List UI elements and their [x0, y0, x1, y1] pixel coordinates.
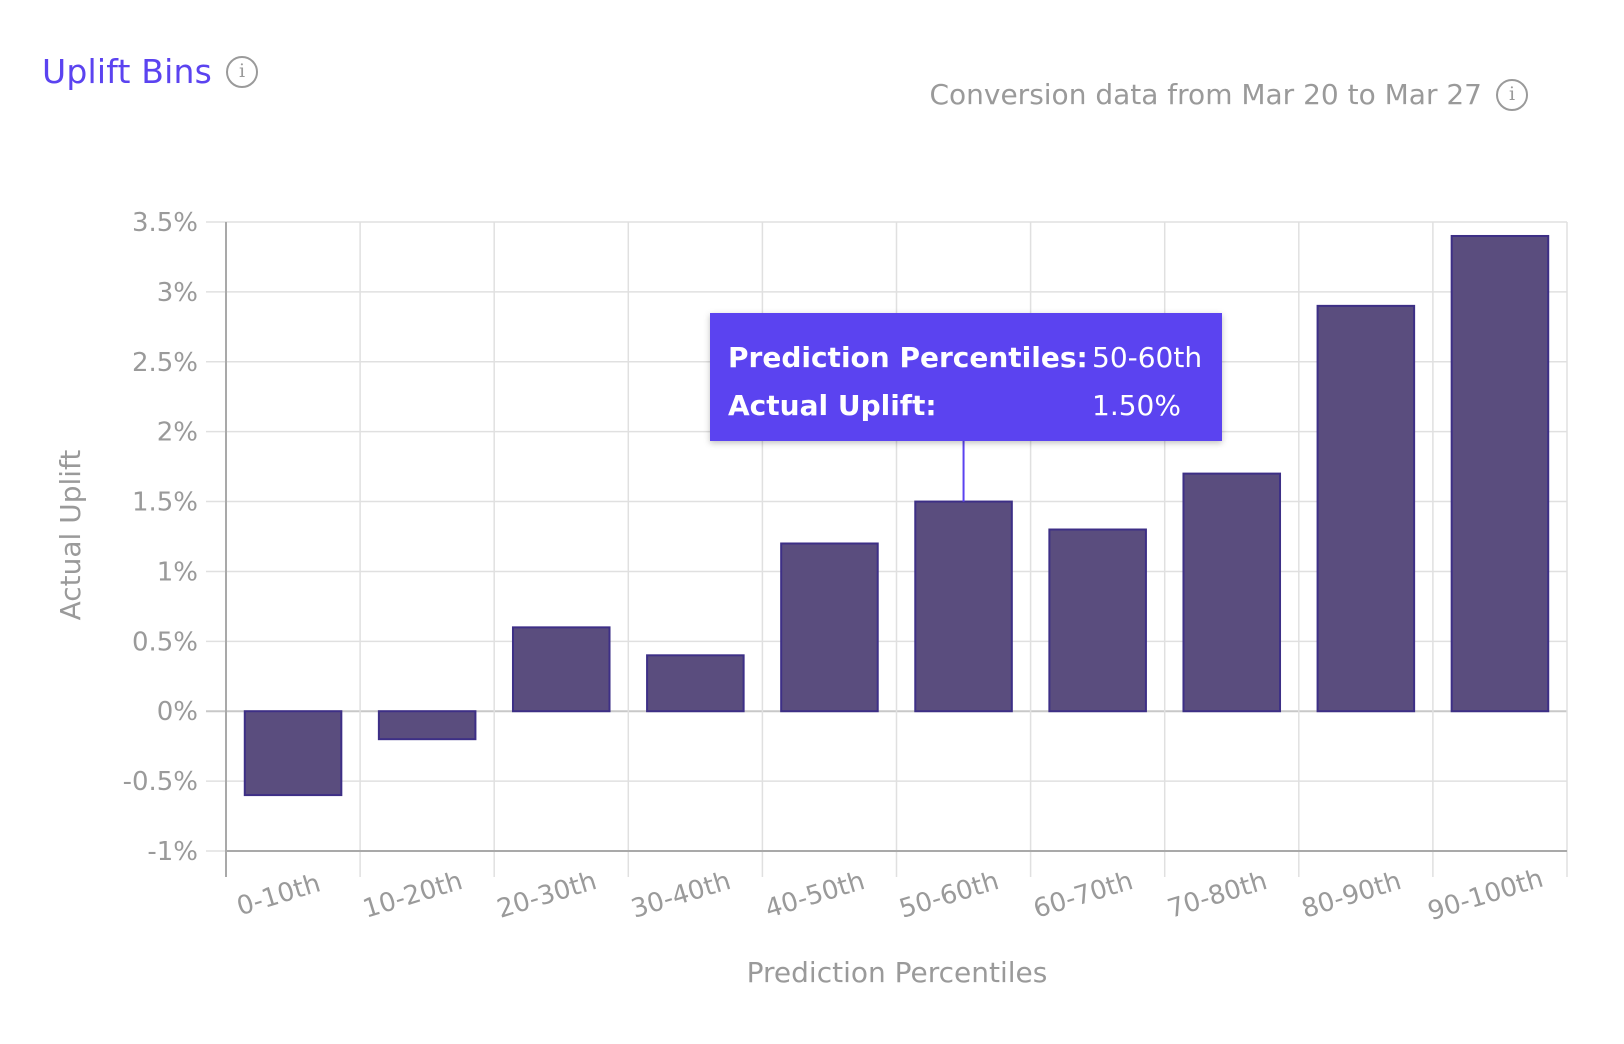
x-tick-label: 60-70th [1030, 866, 1137, 925]
date-range-label: Conversion data from Mar 20 to Mar 27 [929, 78, 1482, 111]
x-tick-label: 90-100th [1424, 864, 1546, 927]
axes [225, 222, 1567, 877]
bar-70-80th[interactable] [1182, 472, 1282, 713]
bar-30-40th[interactable] [646, 654, 745, 713]
y-tick-label: 1.5% [132, 488, 198, 518]
x-tick-label: 50-60th [896, 866, 1003, 925]
x-tick-label: 0-10th [233, 868, 324, 922]
bar-10-20th[interactable] [377, 710, 477, 741]
bar-90-100th[interactable] [1450, 234, 1550, 713]
bar-20-30th[interactable] [511, 626, 611, 713]
bar-50-60th[interactable] [914, 500, 1013, 713]
tooltip-uplift-key: Actual Uplift: [728, 388, 937, 422]
y-tick-label: 2% [157, 418, 198, 448]
y-tick-label: 0.5% [132, 627, 198, 657]
y-tick-label: 3% [157, 278, 198, 308]
x-tick-label: 70-80th [1164, 866, 1271, 925]
tooltip-row-uplift: Actual Uplift: 1.50% [728, 381, 1204, 429]
y-tick-label: -0.5% [123, 767, 198, 797]
y-axis-label: Actual Uplift [54, 450, 87, 621]
date-range-header: Conversion data from Mar 20 to Mar 27 i [929, 78, 1528, 111]
y-tick-label: -1% [147, 837, 198, 867]
x-tick-label: 20-30th [494, 866, 601, 925]
info-icon[interactable]: i [226, 55, 259, 88]
x-tick-label: 10-20th [360, 866, 467, 925]
y-tick-label: 0% [157, 697, 198, 727]
bars [243, 234, 1550, 797]
tooltip-category-key: Prediction Percentiles: [728, 340, 1088, 374]
tooltip-row-category: Prediction Percentiles: 50-60th [728, 333, 1204, 381]
y-tick-label: 3.5% [132, 208, 198, 238]
bar-60-70th[interactable] [1048, 528, 1147, 713]
x-tick-label: 40-50th [762, 866, 869, 925]
chart-title: Uplift Bins [42, 52, 213, 91]
bar-0-10th[interactable] [243, 710, 343, 797]
info-icon[interactable]: i [1496, 78, 1528, 111]
bar-80-90th[interactable] [1316, 304, 1416, 713]
y-tick-label: 1% [157, 557, 198, 587]
chart-header: Uplift Bins i [42, 52, 259, 91]
x-tick-label: 80-90th [1298, 866, 1405, 925]
x-axis-label: Prediction Percentiles [747, 956, 1048, 989]
bar-tooltip: Prediction Percentiles: 50-60th Actual U… [710, 313, 1222, 441]
bar-40-50th[interactable] [780, 542, 879, 713]
tooltip-uplift-value: 1.50% [1092, 388, 1181, 422]
y-tick-label: 2.5% [132, 348, 198, 378]
tooltip-category-value: 50-60th [1092, 340, 1203, 374]
x-tick-label: 30-40th [628, 866, 735, 925]
